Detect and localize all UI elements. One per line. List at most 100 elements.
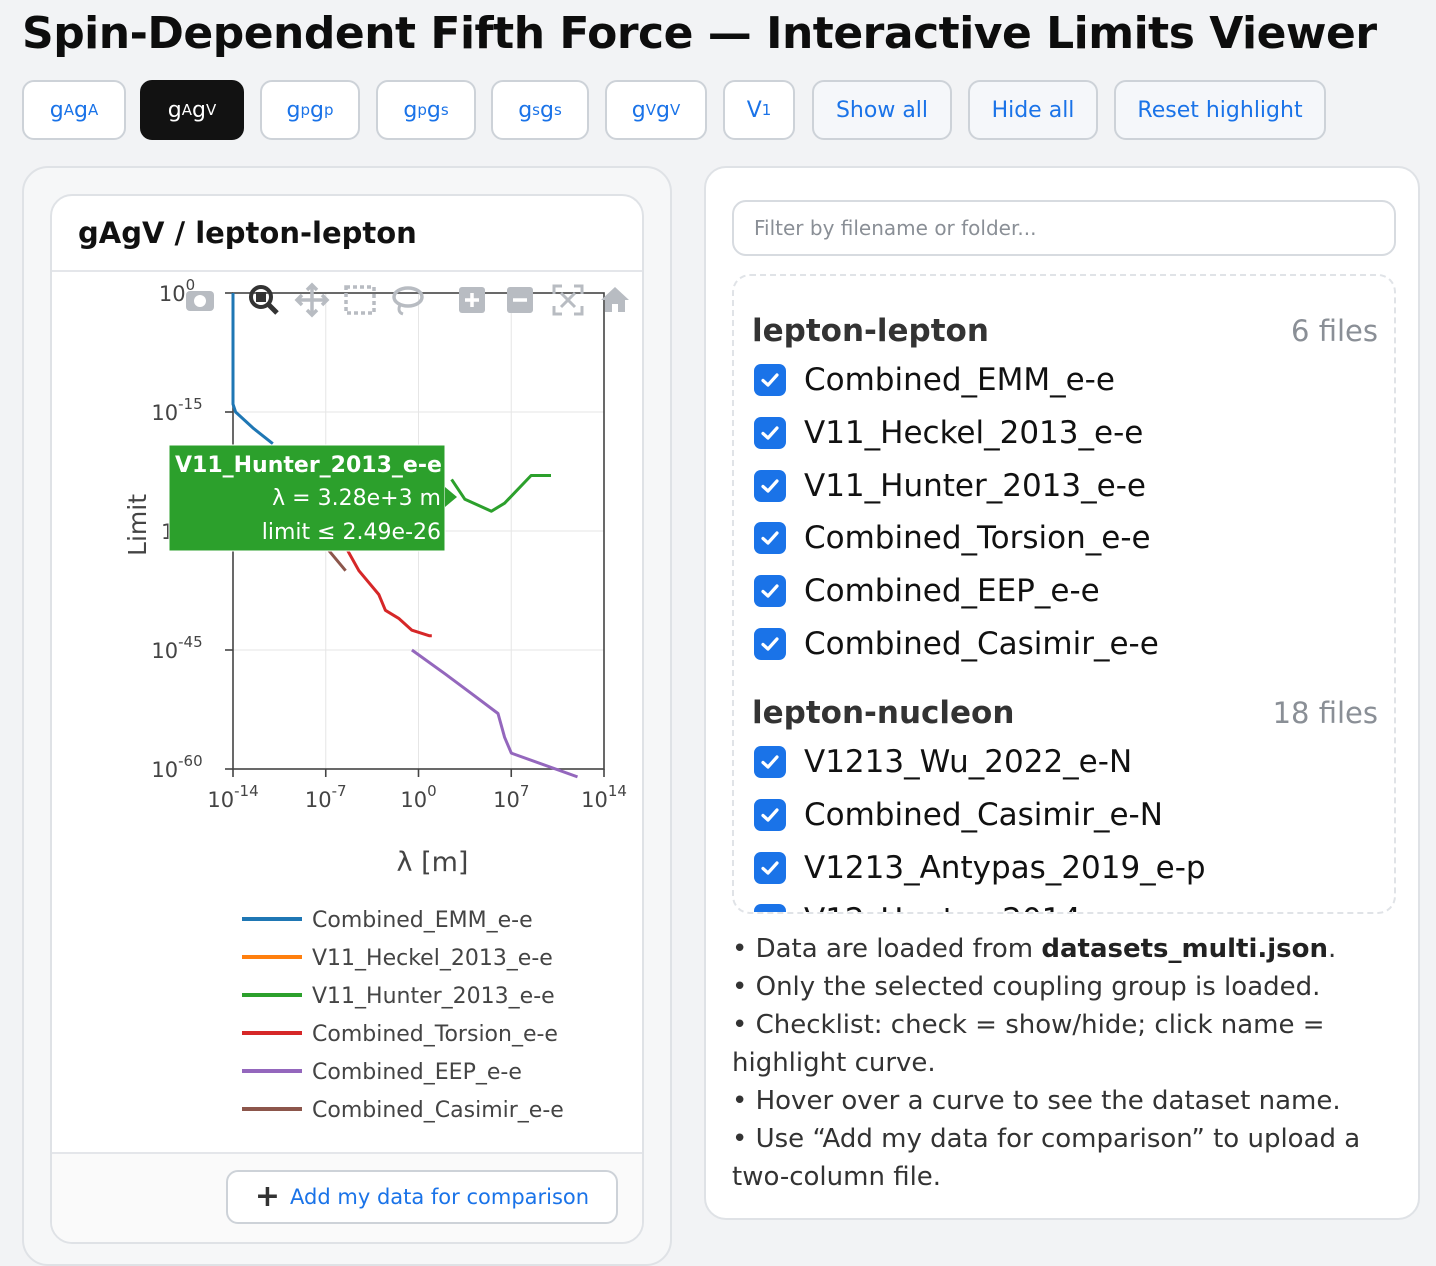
file-name[interactable]: V12_Hunter_2014 [804, 902, 1081, 912]
file-name[interactable]: V11_Hunter_2013_e-e [804, 468, 1146, 504]
legend-label[interactable]: Combined_Torsion_e-e [312, 1022, 558, 1047]
checkbox-checked-icon[interactable] [754, 575, 786, 607]
file-name[interactable]: Combined_Torsion_e-e [804, 520, 1151, 556]
tooltip-lambda: λ = 3.28e+3 m [272, 486, 441, 511]
coupling-sub: V [669, 101, 681, 119]
note-line: • Use “Add my data for comparison” to up… [732, 1124, 1361, 1192]
limits-chart[interactable]: 10-14 10-7 100 107 101410010-1510-4510-601λ … [52, 196, 644, 1156]
add-data-button[interactable]: + Add my data for comparison [226, 1170, 618, 1224]
series-line-Combined_EEP_e-e[interactable] [411, 648, 579, 779]
y-tick-label: 10-60 [151, 752, 202, 782]
x-tick-label: 10-14 [207, 782, 258, 812]
group-count: 18 files [1272, 696, 1378, 730]
hide-all-button[interactable]: Hide all [968, 80, 1098, 140]
file-item[interactable]: V1213_Antypas_2019_e-p [754, 846, 1206, 890]
filter-input[interactable] [732, 200, 1396, 256]
note-line: • Hover over a curve to see the dataset … [732, 1086, 1341, 1116]
reset-axes-icon[interactable] [601, 287, 629, 312]
coupling-sub: p [300, 101, 310, 119]
plot-card: gAgV / lepton-lepton 10-14 10-7 100 107 1014… [50, 194, 644, 1244]
note-text: . [1328, 934, 1337, 964]
coupling-sub: V [205, 101, 217, 119]
coupling-sub: s [553, 101, 562, 119]
file-item[interactable]: V11_Hunter_2013_e-e [754, 464, 1146, 508]
file-name[interactable]: Combined_Casimir_e-e [804, 626, 1159, 662]
file-name[interactable]: V11_Heckel_2013_e-e [804, 415, 1144, 451]
info-notes: • Data are loaded from datasets_multi.js… [732, 930, 1402, 1196]
coupling-label: g [631, 97, 646, 123]
autoscale-icon[interactable] [552, 284, 584, 316]
file-item[interactable]: V11_Heckel_2013_e-e [754, 411, 1143, 455]
checkbox-checked-icon[interactable] [754, 746, 786, 778]
checkbox-checked-icon[interactable] [754, 628, 786, 660]
box-select-icon[interactable] [344, 285, 376, 315]
lasso-icon[interactable] [392, 286, 424, 316]
legend-label[interactable]: V11_Hunter_2013_e-e [312, 984, 555, 1009]
file-name[interactable]: Combined_Casimir_e-N [804, 797, 1163, 833]
checkbox-checked-icon[interactable] [754, 799, 786, 831]
file-panel: lepton-lepton 6 files Combined_EMM_e-e V… [704, 166, 1420, 1220]
file-item[interactable]: Combined_EMM_e-e [754, 358, 1115, 402]
pan-icon[interactable] [294, 282, 330, 318]
coupling-sub: A [87, 101, 99, 119]
y-tick-label: 10-15 [151, 395, 202, 425]
tooltip-limit: limit ≤ 2.49e-26 [262, 520, 441, 545]
series-line-V11_Hunter_2013_e-e[interactable] [450, 474, 551, 513]
group-header-lepton-lepton: lepton-lepton 6 files [752, 308, 1378, 354]
series-line-Combined_EMM_e-e[interactable] [231, 293, 274, 445]
legend-label[interactable]: Combined_EEP_e-e [312, 1060, 522, 1085]
series-line-Combined_Torsion_e-e[interactable] [337, 530, 432, 638]
coupling-sub: p [417, 101, 427, 119]
coupling-label: g [167, 97, 182, 123]
zoom-icon[interactable] [249, 285, 279, 315]
file-name[interactable]: Combined_EMM_e-e [804, 362, 1115, 398]
show-all-button[interactable]: Show all [812, 80, 952, 140]
legend-label[interactable]: Combined_Casimir_e-e [312, 1098, 564, 1123]
file-checklist[interactable]: lepton-lepton 6 files Combined_EMM_e-e V… [732, 274, 1396, 914]
file-item[interactable]: Combined_Casimir_e-e [754, 622, 1159, 666]
file-item[interactable]: Combined_EEP_e-e [754, 569, 1100, 613]
checkbox-checked-icon[interactable] [754, 417, 786, 449]
camera-icon[interactable] [186, 291, 214, 311]
tooltip-title: V11_Hunter_2013_e-e [175, 453, 442, 478]
checkbox-checked-icon[interactable] [754, 852, 786, 884]
file-name[interactable]: V1213_Antypas_2019_e-p [804, 850, 1206, 886]
legend-label[interactable]: V11_Heckel_2013_e-e [312, 946, 553, 971]
zoom-in-icon[interactable] [459, 287, 485, 313]
file-item[interactable]: Combined_Casimir_e-N [754, 793, 1163, 837]
checkbox-checked-icon[interactable] [754, 522, 786, 554]
coupling-label: g [49, 97, 64, 123]
note-line: • Only the selected coupling group is lo… [732, 972, 1321, 1002]
legend-label[interactable]: Combined_EMM_e-e [312, 908, 533, 933]
coupling-label: g [518, 97, 533, 123]
checkbox-checked-icon[interactable] [754, 904, 786, 912]
note-line: • Checklist: check = show/hide; click na… [732, 1010, 1325, 1078]
x-tick-label: 1014 [581, 782, 627, 812]
file-name[interactable]: V1213_Wu_2022_e-N [804, 744, 1133, 780]
file-item[interactable]: V12_Hunter_2014 [754, 898, 1081, 912]
y-axis-label: Limit [123, 494, 152, 556]
plus-icon: + [254, 1179, 281, 1214]
tooltip-pointer [445, 487, 457, 507]
zoom-out-icon[interactable] [507, 287, 533, 313]
coupling-sub: V [645, 101, 656, 119]
reset-highlight-button[interactable]: Reset highlight [1114, 80, 1326, 140]
checkbox-checked-icon[interactable] [754, 364, 786, 396]
checkbox-checked-icon[interactable] [754, 470, 786, 502]
file-name[interactable]: Combined_EEP_e-e [804, 573, 1100, 609]
group-count: 6 files [1291, 314, 1378, 348]
coupling-label: g [192, 97, 206, 123]
coupling-label: g [286, 97, 301, 123]
file-item[interactable]: V1213_Wu_2022_e-N [754, 740, 1132, 784]
file-item[interactable]: Combined_Torsion_e-e [754, 516, 1151, 560]
coupling-sub: A [63, 101, 74, 119]
page-title: Spin-Dependent Fifth Force — Interactive… [22, 8, 1377, 59]
plot-header: gAgV / lepton-lepton [52, 196, 642, 272]
